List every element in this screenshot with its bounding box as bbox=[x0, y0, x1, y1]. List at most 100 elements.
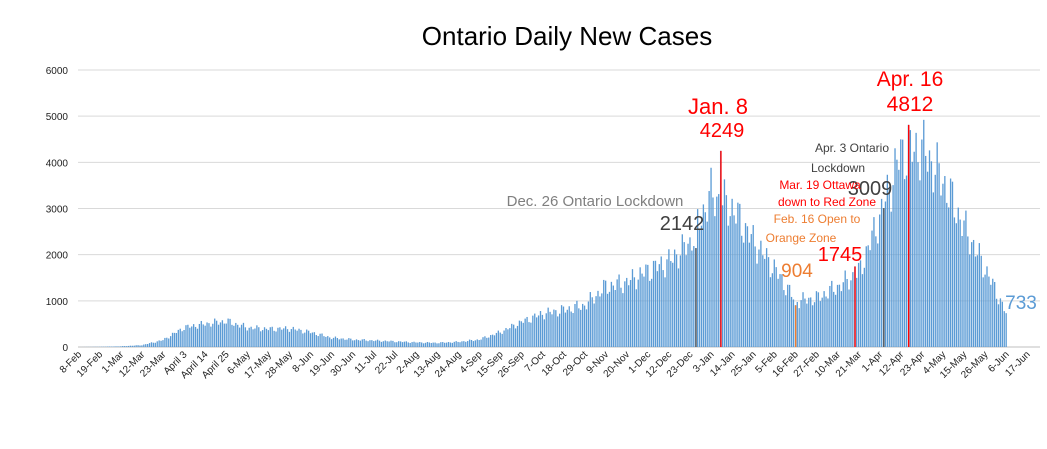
daily-bar bbox=[432, 342, 434, 347]
daily-bar bbox=[421, 342, 423, 347]
daily-bar bbox=[683, 242, 685, 347]
daily-bar bbox=[750, 234, 752, 347]
daily-bar bbox=[886, 174, 889, 347]
daily-bar bbox=[580, 309, 582, 347]
daily-bar bbox=[677, 268, 680, 347]
daily-bar bbox=[493, 335, 496, 347]
daily-bar bbox=[668, 249, 670, 347]
daily-bar bbox=[942, 183, 944, 347]
daily-bar bbox=[938, 163, 940, 347]
daily-bar bbox=[583, 305, 586, 347]
daily-bar bbox=[212, 323, 214, 347]
y-tick-label: 1000 bbox=[46, 297, 69, 308]
daily-bar bbox=[202, 324, 204, 347]
daily-bar bbox=[739, 203, 741, 347]
daily-bar bbox=[976, 255, 979, 347]
daily-bar bbox=[242, 322, 245, 347]
daily-bar bbox=[298, 328, 300, 347]
daily-bar bbox=[181, 331, 183, 347]
daily-bar bbox=[346, 339, 348, 347]
daily-bar bbox=[378, 340, 381, 347]
daily-bar bbox=[162, 340, 164, 347]
daily-bar bbox=[800, 300, 802, 347]
daily-bar bbox=[399, 341, 402, 347]
daily-bar bbox=[965, 210, 967, 347]
daily-bar bbox=[913, 151, 915, 347]
daily-bar bbox=[263, 327, 266, 347]
daily-bar bbox=[503, 330, 505, 347]
daily-bar bbox=[764, 258, 766, 347]
daily-bar bbox=[963, 220, 965, 347]
daily-bar bbox=[852, 272, 854, 347]
daily-bar bbox=[923, 119, 925, 347]
annotation-feb16-line2: Orange Zone bbox=[766, 231, 837, 245]
daily-bar bbox=[614, 290, 616, 347]
daily-bar bbox=[294, 329, 296, 347]
grid-lines bbox=[78, 69, 1040, 348]
daily-bar bbox=[486, 337, 488, 347]
daily-bar bbox=[798, 308, 800, 347]
daily-bar bbox=[208, 323, 210, 347]
daily-bar bbox=[593, 303, 595, 347]
daily-bar bbox=[892, 185, 894, 347]
daily-bar bbox=[497, 330, 499, 347]
daily-bar bbox=[507, 329, 509, 347]
daily-bar bbox=[336, 337, 339, 347]
daily-bar bbox=[355, 339, 358, 347]
daily-bar bbox=[666, 259, 668, 347]
annotation-mar19-line1: Mar. 19 Ottawa bbox=[779, 178, 861, 192]
daily-bar bbox=[179, 328, 181, 347]
daily-bar bbox=[869, 250, 871, 347]
daily-bar bbox=[440, 342, 442, 347]
daily-bar bbox=[702, 204, 705, 347]
daily-bar bbox=[700, 225, 703, 347]
daily-bar bbox=[955, 223, 957, 347]
daily-bar bbox=[532, 315, 534, 347]
daily-bar bbox=[530, 322, 532, 347]
daily-bar bbox=[978, 243, 980, 347]
daily-bar bbox=[994, 281, 996, 347]
daily-bar bbox=[200, 320, 202, 347]
daily-bar bbox=[737, 202, 739, 347]
daily-bar bbox=[880, 198, 883, 347]
daily-bar bbox=[919, 180, 921, 347]
daily-bar bbox=[131, 345, 133, 347]
daily-bar bbox=[921, 139, 923, 347]
daily-bar bbox=[323, 336, 325, 347]
daily-bar bbox=[754, 246, 756, 347]
daily-bar bbox=[465, 341, 467, 347]
daily-bar bbox=[961, 236, 963, 347]
daily-bar bbox=[118, 346, 120, 347]
daily-bar bbox=[177, 329, 179, 347]
daily-bar bbox=[164, 337, 166, 347]
daily-bar bbox=[641, 273, 643, 347]
daily-bar bbox=[785, 295, 787, 347]
daily-bar bbox=[373, 341, 375, 347]
y-tick-label: 0 bbox=[62, 343, 68, 354]
daily-bar bbox=[129, 345, 132, 347]
daily-bar bbox=[256, 325, 258, 347]
daily-bar bbox=[478, 340, 480, 347]
daily-bar bbox=[564, 312, 567, 347]
daily-bar bbox=[626, 277, 628, 347]
daily-bar bbox=[321, 333, 323, 347]
daily-bar bbox=[223, 323, 225, 347]
daily-bar bbox=[888, 187, 890, 347]
daily-bar bbox=[762, 255, 764, 347]
daily-bar bbox=[622, 293, 624, 347]
daily-bar bbox=[698, 229, 701, 347]
daily-bar bbox=[670, 261, 672, 347]
daily-bar bbox=[718, 194, 720, 347]
daily-bar bbox=[543, 319, 545, 347]
daily-bar bbox=[894, 148, 896, 347]
daily-bar bbox=[727, 225, 729, 347]
daily-bar bbox=[133, 345, 135, 347]
daily-bar bbox=[553, 309, 555, 347]
daily-bar bbox=[434, 342, 436, 347]
daily-bar bbox=[930, 161, 933, 347]
daily-bar bbox=[513, 324, 515, 347]
chart-title: Ontario Daily New Cases bbox=[422, 21, 712, 51]
daily-bar bbox=[819, 301, 821, 347]
daily-bar bbox=[986, 266, 988, 347]
daily-bar bbox=[248, 327, 250, 347]
